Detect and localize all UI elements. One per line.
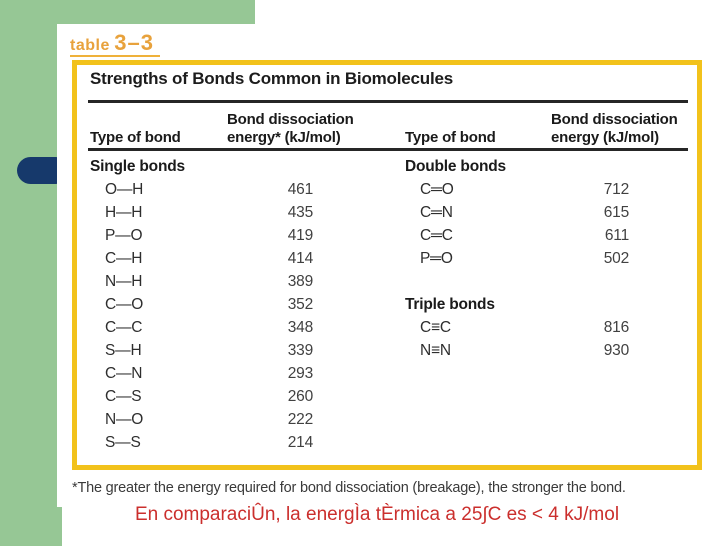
header-energy-right-line2: energy (kJ/mol) bbox=[551, 129, 659, 146]
bond-type-left: O—H bbox=[105, 181, 144, 198]
bond-energy-right: 615 bbox=[603, 204, 629, 221]
table-row: Single bonds Double bonds bbox=[57, 156, 728, 179]
bond-energy-left: 293 bbox=[287, 365, 313, 382]
header-energy-right-line1: Bond dissociation bbox=[551, 111, 678, 128]
bond-energy-left: 389 bbox=[287, 273, 313, 290]
figure-label-number: 3–3 bbox=[114, 30, 155, 55]
bond-type-left: C—S bbox=[105, 388, 142, 405]
rule-under-title bbox=[88, 100, 688, 103]
header-type-of-bond-left: Type of bond bbox=[90, 129, 181, 146]
bond-table-figure: table 3–3 Strengths of Bonds Common in B… bbox=[57, 24, 728, 507]
header-type-of-bond-right: Type of bond bbox=[405, 129, 496, 146]
table-row: H—H 435 C═N 615 bbox=[57, 202, 728, 225]
table-row: C—N 293 bbox=[57, 363, 728, 386]
table-border-box bbox=[72, 60, 702, 470]
bond-energy-left: 214 bbox=[287, 434, 313, 451]
bond-type-right: N≡N bbox=[420, 342, 451, 359]
bond-energy-right: 930 bbox=[603, 342, 629, 359]
bond-type-left: C—H bbox=[105, 250, 143, 267]
figure-label-word: table bbox=[70, 37, 110, 54]
bond-type-right: C═O bbox=[420, 181, 454, 198]
bond-type-left: N—H bbox=[105, 273, 143, 290]
bond-type-right: C≡C bbox=[420, 319, 451, 336]
table-row: S—S 214 bbox=[57, 432, 728, 455]
table-title: Strengths of Bonds Common in Biomolecule… bbox=[90, 69, 453, 88]
bond-energy-left: 348 bbox=[287, 319, 313, 336]
green-sidebar-band bbox=[0, 0, 62, 546]
bond-type-left: C—O bbox=[105, 296, 144, 313]
bond-energy-right: 816 bbox=[603, 319, 629, 336]
bond-type-right: Double bonds bbox=[405, 158, 506, 175]
rule-under-headers bbox=[88, 148, 688, 151]
header-energy-left-line2: energy* (kJ/mol) bbox=[227, 129, 341, 146]
bond-type-right: C═N bbox=[420, 204, 453, 221]
bond-type-left: C—C bbox=[105, 319, 143, 336]
bond-energy-left: 260 bbox=[287, 388, 313, 405]
table-row: C—O 352 Triple bonds bbox=[57, 294, 728, 317]
bond-type-left: H—H bbox=[105, 204, 143, 221]
bond-energy-left: 339 bbox=[287, 342, 313, 359]
bond-energy-left: 435 bbox=[287, 204, 313, 221]
figure-label: table 3–3 bbox=[70, 30, 161, 57]
bond-type-left: S—S bbox=[105, 434, 141, 451]
bond-table-rows: Single bonds Double bonds O—H 461 C═O 71… bbox=[57, 156, 728, 455]
bond-energy-left: 419 bbox=[287, 227, 313, 244]
bond-type-left: P—O bbox=[105, 227, 143, 244]
bond-type-right: C═C bbox=[420, 227, 453, 244]
bond-type-left: C—N bbox=[105, 365, 143, 382]
bond-energy-left: 222 bbox=[287, 411, 313, 428]
table-row: C—H 414 P═O 502 bbox=[57, 248, 728, 271]
bond-energy-left: 352 bbox=[287, 296, 313, 313]
bond-energy-right: 712 bbox=[603, 181, 629, 198]
bond-energy-right: 611 bbox=[604, 227, 629, 244]
bond-type-right: P═O bbox=[420, 250, 453, 267]
bond-energy-left: 461 bbox=[287, 181, 313, 198]
table-row: C—C 348 C≡C 816 bbox=[57, 317, 728, 340]
table-row: P—O 419 C═C 611 bbox=[57, 225, 728, 248]
table-row: C—S 260 bbox=[57, 386, 728, 409]
table-row: N—O 222 bbox=[57, 409, 728, 432]
table-row: O—H 461 C═O 712 bbox=[57, 179, 728, 202]
bond-energy-right: 502 bbox=[603, 250, 629, 267]
table-row: S—H 339 N≡N 930 bbox=[57, 340, 728, 363]
bond-type-left: N—O bbox=[105, 411, 144, 428]
bond-type-right: Triple bonds bbox=[405, 296, 495, 313]
table-row: N—H 389 bbox=[57, 271, 728, 294]
bond-energy-left: 414 bbox=[287, 250, 313, 267]
bond-type-left: S—H bbox=[105, 342, 142, 359]
table-footnote: *The greater the energy required for bon… bbox=[72, 480, 626, 496]
red-caption-text: En comparaciÛn, la energÌa tÈrmica a 25∫… bbox=[134, 504, 620, 525]
bond-type-left: Single bonds bbox=[90, 158, 185, 175]
header-energy-left-line1: Bond dissociation bbox=[227, 111, 354, 128]
